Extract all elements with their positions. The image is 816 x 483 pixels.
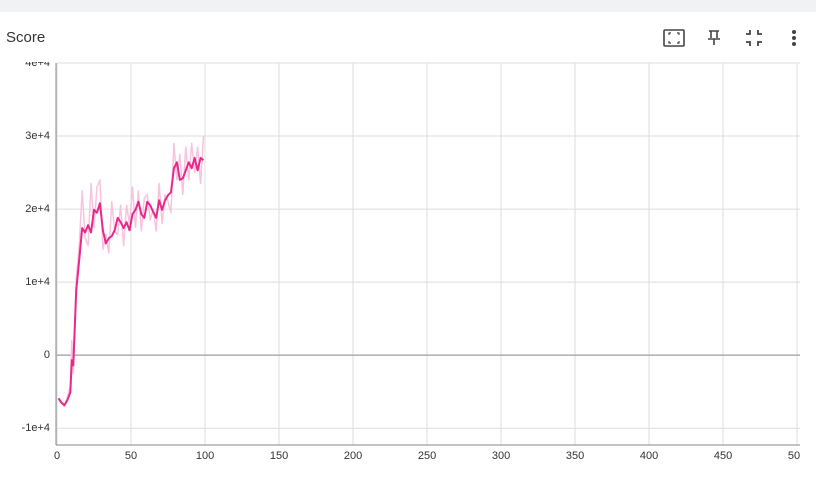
fit-button[interactable]: [663, 29, 685, 47]
y-tick-label: 2e+4: [25, 203, 50, 215]
x-tick-label: 100: [196, 450, 214, 462]
x-tick-label: 300: [492, 450, 510, 462]
y-tick-label: 4e+4: [25, 57, 50, 69]
x-tick-label: 400: [640, 450, 658, 462]
collapse-button[interactable]: [746, 30, 762, 46]
y-tick-labels: -1e+4 0 1e+4 2e+4 3e+4 4e+4: [22, 57, 50, 434]
x-tick-label: 150: [270, 450, 288, 462]
x-tick-label: 500: [788, 450, 806, 462]
plot: 0 50 100 150 200 250 300 350 400 450 500 -1e+4 0 1e+4…: [22, 57, 806, 462]
x-tick-label: 0: [54, 450, 60, 462]
menu-button[interactable]: [792, 30, 796, 46]
series-line: [57, 135, 205, 408]
x-tick-label: 450: [714, 450, 732, 462]
top-bar: [0, 0, 816, 12]
y-tick-label: 0: [44, 349, 50, 361]
card-title: Score: [6, 29, 45, 46]
x-tick-label: 200: [344, 450, 362, 462]
y-tick-label: 3e+4: [25, 130, 50, 142]
pin-button[interactable]: [708, 30, 720, 45]
y-tick-label: 1e+4: [25, 276, 50, 288]
x-tick-label: 350: [566, 450, 584, 462]
y-tick-label: -1e+4: [22, 422, 50, 434]
x-tick-label: 50: [125, 450, 137, 462]
x-tick-labels: 0 50 100 150 200 250 300 350 400 450 500: [54, 450, 806, 462]
series-line: [57, 156, 205, 407]
x-tick-label: 250: [418, 450, 436, 462]
